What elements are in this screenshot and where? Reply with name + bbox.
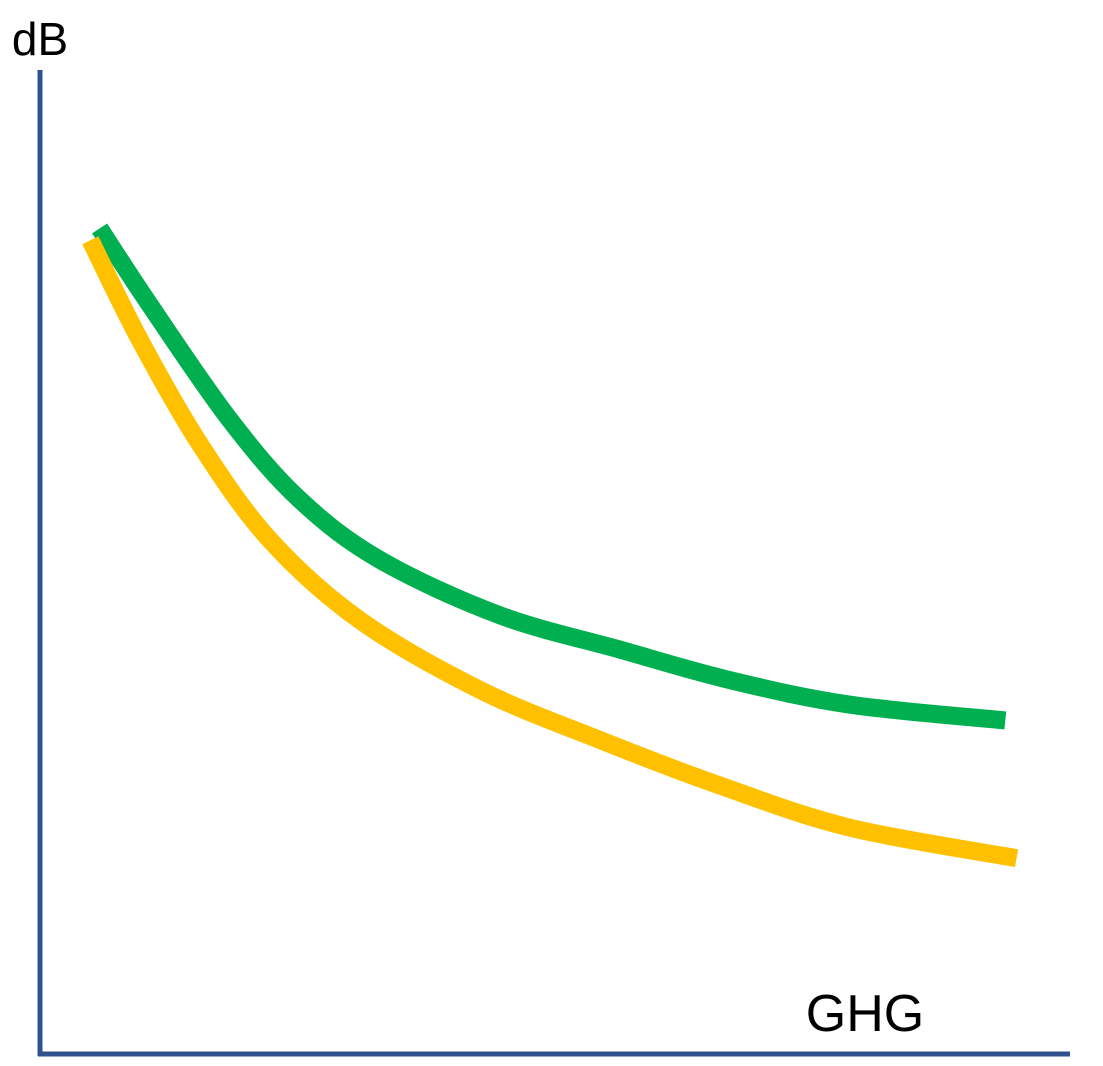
y-axis-label: dB xyxy=(12,13,68,65)
line xyxy=(82,236,1019,868)
x-axis-label: GHG xyxy=(806,985,924,1043)
line xyxy=(92,223,1007,730)
